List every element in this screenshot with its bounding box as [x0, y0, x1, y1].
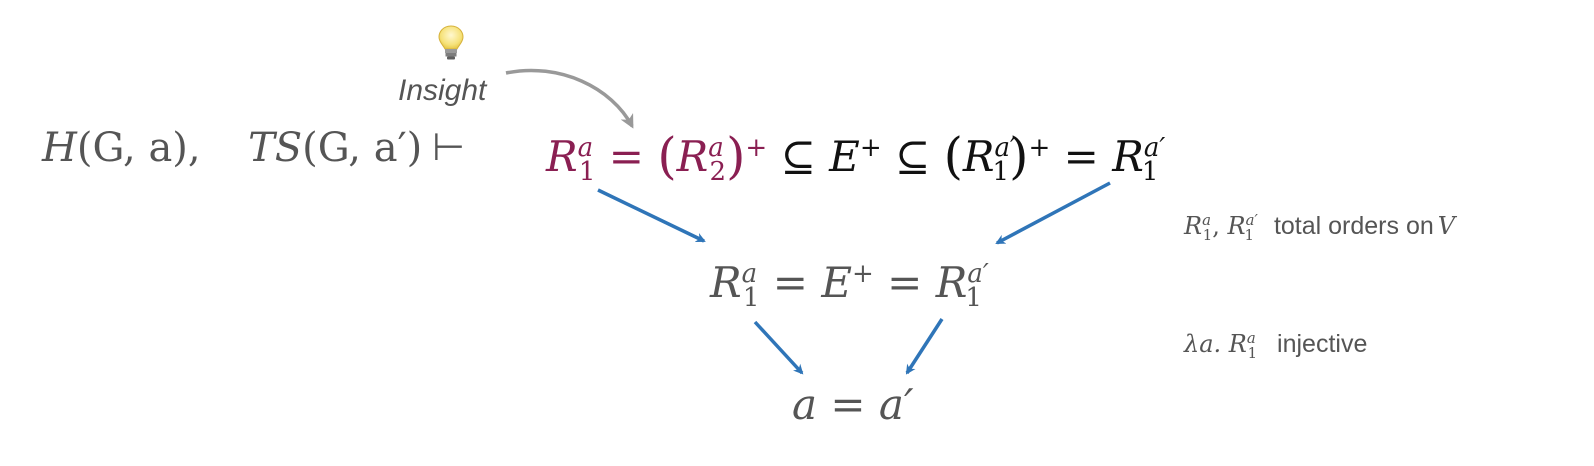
conclusion: a = a′	[792, 380, 914, 429]
note1-text: total orders on	[1273, 212, 1434, 240]
note-injective: λa. Ra1 injective	[1184, 329, 1368, 362]
subseteq-2: ⊆	[895, 132, 931, 181]
h-predicate: H	[42, 125, 77, 171]
note-total-orders: Ra1, Ra′1 total orders on V	[1184, 211, 1456, 244]
turnstile: ⊢	[432, 125, 466, 169]
r1a-highlight: Ra1	[546, 132, 596, 188]
closure-r1a-prime: (Ra′1)+	[943, 126, 1051, 188]
insight-arrow	[505, 68, 634, 129]
arrow-top-left-to-middle	[597, 188, 706, 243]
arrow-middle-right-to-conclusion	[905, 318, 944, 375]
closure-r2a: (Ra2)+	[657, 126, 768, 188]
premises: H(G, a), TS(G, a′)	[42, 128, 422, 168]
mid-r1a-prime: Ra′1	[935, 258, 989, 314]
ts-predicate: TS	[248, 125, 303, 171]
lightbulb-icon	[438, 25, 464, 60]
mid-eq-2: =	[887, 258, 923, 307]
ts-args: (G, a′)	[302, 125, 423, 171]
mid-eq-1: =	[772, 258, 808, 307]
mid-e-plus: E+	[821, 258, 874, 307]
middle-equation: Ra1 = E+ = Ra′1	[710, 261, 989, 311]
h-args: (G, a),	[76, 125, 201, 171]
arrow-top-right-to-middle	[995, 181, 1111, 245]
subseteq-1: ⊆	[780, 132, 816, 181]
insight-label: Insight	[398, 74, 487, 107]
e-plus: E+	[829, 132, 882, 181]
eq-highlight: =	[608, 132, 644, 181]
eq-2: =	[1063, 132, 1099, 181]
arrow-middle-left-to-conclusion	[753, 320, 804, 375]
note1-var: V	[1437, 212, 1456, 240]
top-chain: Ra1 = (Ra2)+ ⊆ E+ ⊆ (Ra′1)+ = Ra′1	[546, 126, 1166, 188]
note2-math: λa. Ra1	[1184, 329, 1258, 362]
note1-math: Ra1, Ra′1	[1184, 211, 1258, 244]
mid-r1a: Ra1	[710, 258, 760, 314]
r1a-prime: Ra′1	[1112, 132, 1166, 188]
note2-text: injective	[1277, 330, 1368, 358]
